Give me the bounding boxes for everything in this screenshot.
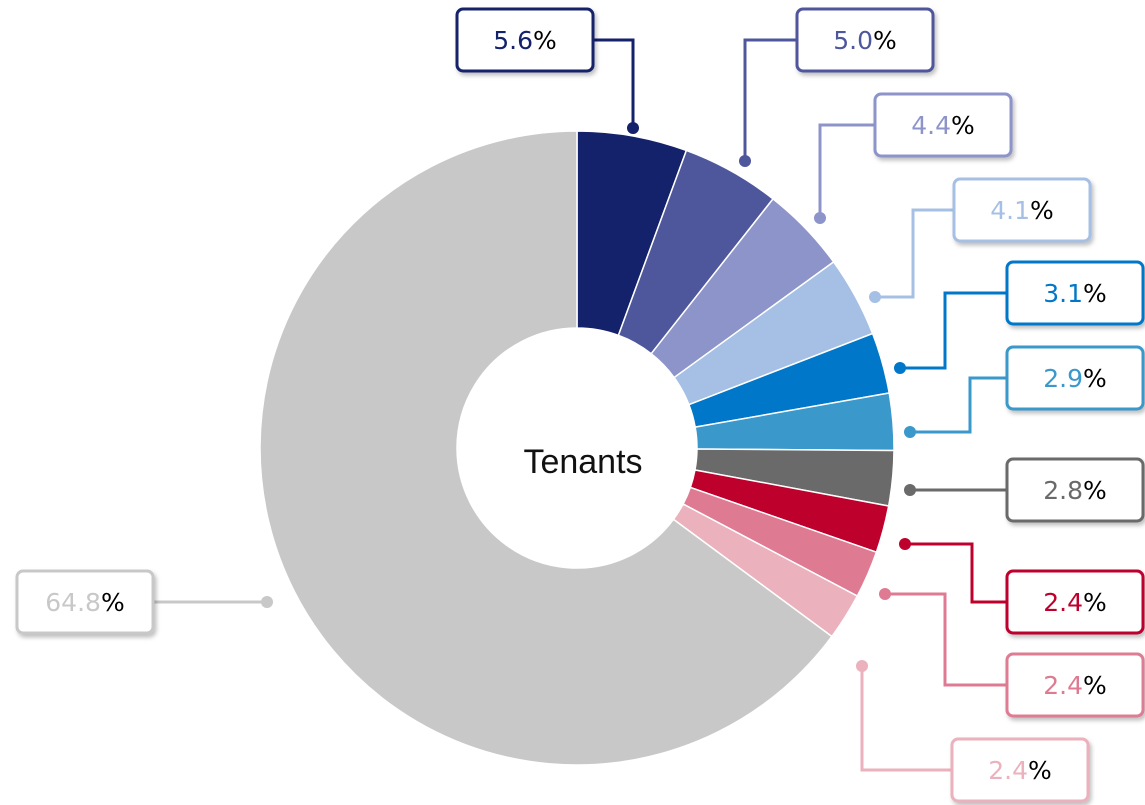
label-box [795,7,935,73]
leader-line [905,542,1006,604]
leader-line [910,376,1006,434]
leader-dot [904,426,916,438]
data-label: 4.4% [911,111,975,140]
label-box [455,7,595,73]
leader-line [875,208,955,299]
data-label: 4.1% [990,196,1054,225]
donut-hole [457,328,697,568]
label-box [950,737,1090,803]
leader-dot [899,538,911,550]
label-box [1005,345,1145,411]
center-label: Tenants [523,443,642,481]
leader-dot [879,588,891,600]
leader-dot [261,596,273,608]
labels: 5.6% 5.0% 4.4% 4.1% 3.1% 2.9% 2.8% 2.4% 2.4% 2.4%… [15,7,1145,803]
leader-dot [869,291,881,303]
data-label: 2.8% [1043,476,1107,505]
data-label: 2.9% [1043,364,1107,393]
label-box [1005,260,1145,326]
data-label: 3.1% [1043,279,1107,308]
leader-dot [739,155,751,167]
data-label: 2.4% [988,756,1052,785]
data-label: 2.4% [1043,671,1107,700]
leader-dot [894,362,906,374]
data-label: 2.4% [1043,588,1107,617]
data-label: 5.0% [833,26,897,55]
leader-line [885,592,1006,687]
leader-dot [814,212,826,224]
label-box [1005,457,1145,523]
leader-dot [856,660,868,672]
label-box [15,569,155,635]
label-box [1005,652,1145,718]
data-label: 5.6% [493,26,557,55]
leader-line [818,123,875,218]
label-box [952,177,1092,243]
leader-dot [627,122,639,134]
leader-line [592,38,635,128]
leader-dot [904,484,916,496]
leader-line [743,38,797,161]
data-label: 64.8% [45,588,124,617]
leader-line [860,666,951,772]
label-box [873,92,1013,158]
leader-line [900,291,1006,370]
label-box [1005,569,1145,635]
